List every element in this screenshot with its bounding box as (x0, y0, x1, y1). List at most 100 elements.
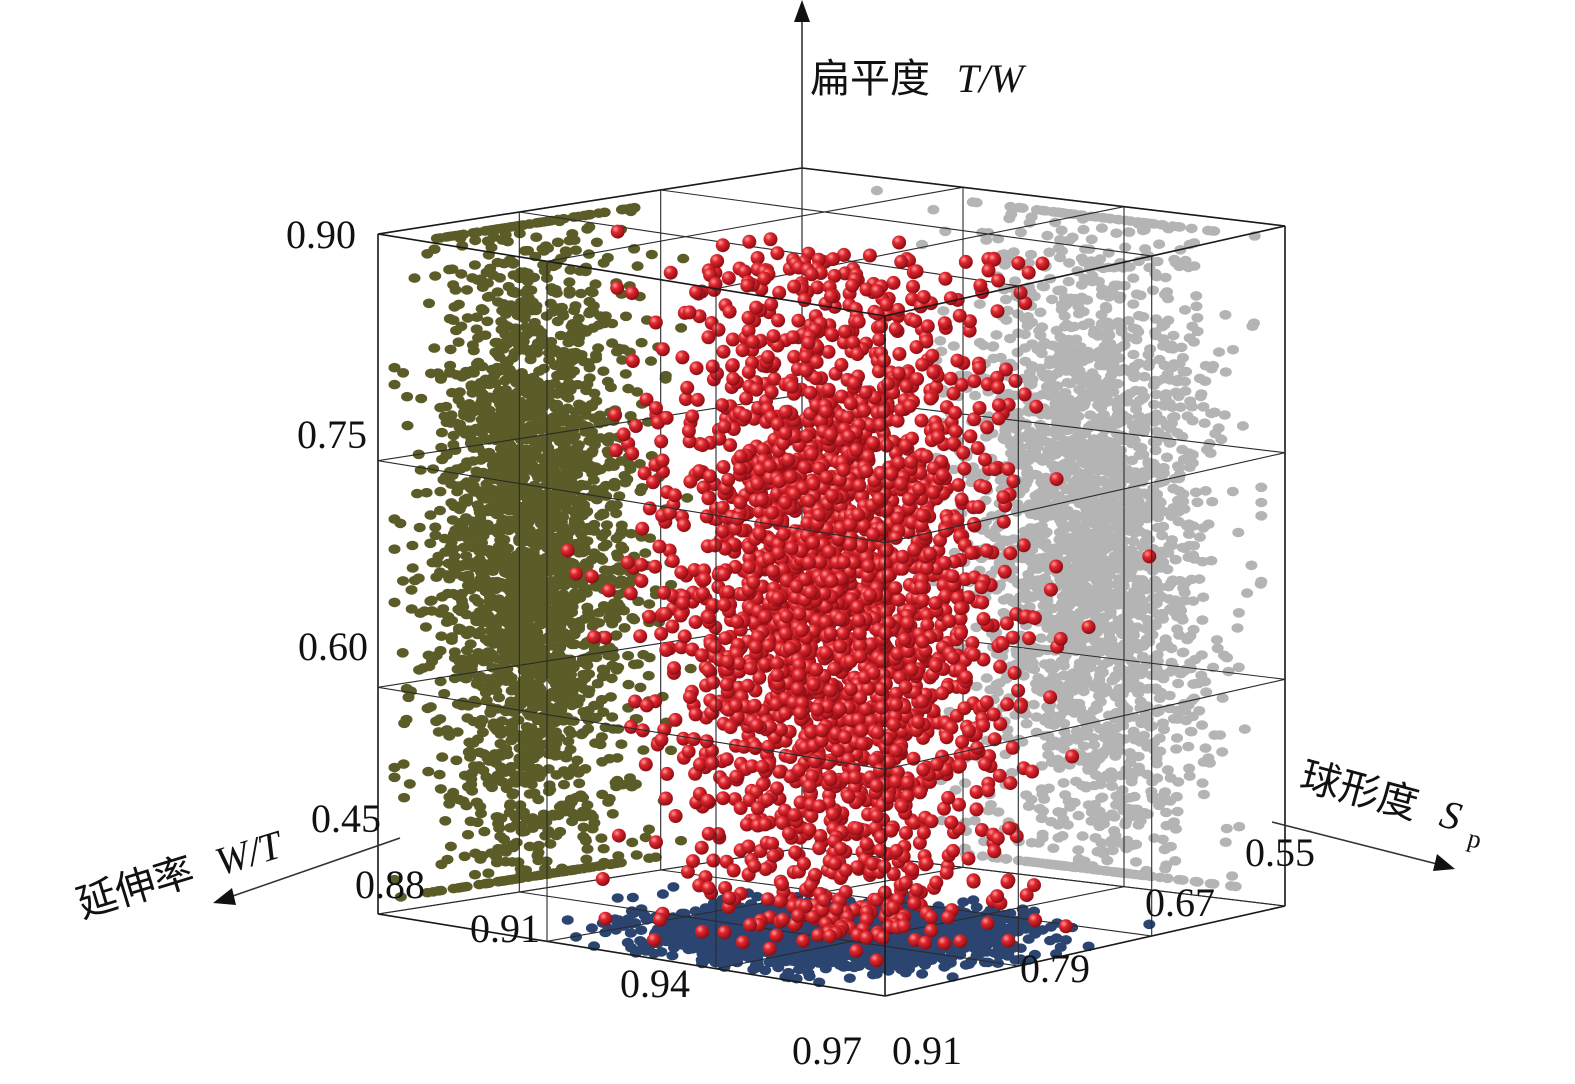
gray-projection-point (1202, 225, 1215, 236)
olive-projection-point (549, 420, 561, 430)
olive-projection-point (476, 727, 489, 738)
gray-projection-point (1021, 469, 1034, 479)
olive-projection-point (597, 366, 610, 377)
gray-projection-point (1116, 515, 1129, 525)
olive-projection-point (512, 515, 525, 526)
gray-projection-point (1255, 482, 1268, 493)
olive-projection-point (543, 605, 556, 615)
olive-projection-point (443, 264, 456, 275)
olive-projection-point (446, 615, 458, 626)
olive-projection-point (454, 882, 467, 893)
gray-projection-point (1111, 490, 1124, 501)
olive-projection-point (573, 519, 585, 529)
olive-projection-point (456, 697, 469, 708)
gray-projection-point (1052, 741, 1065, 751)
olive-projection-point (636, 483, 649, 493)
gray-projection-point (1138, 371, 1151, 382)
olive-projection-point (388, 762, 401, 773)
olive-projection-point (388, 379, 401, 390)
olive-projection-point (563, 445, 576, 455)
olive-projection-point (456, 599, 469, 610)
olive-projection-point (592, 343, 605, 353)
gray-projection-point (1119, 819, 1132, 830)
olive-projection-point (604, 692, 617, 702)
olive-projection-point (551, 237, 564, 248)
olive-projection-point (502, 281, 515, 292)
olive-projection-point (450, 418, 462, 429)
gray-projection-point (1025, 212, 1038, 222)
olive-projection-point (507, 270, 520, 280)
olive-projection-point (474, 671, 487, 682)
olive-projection-point (462, 570, 475, 580)
gray-projection-point (1171, 733, 1183, 743)
gray-projection-point (1147, 285, 1159, 296)
olive-projection-point (550, 830, 563, 841)
gray-projection-point (1189, 678, 1202, 689)
olive-projection-point (534, 527, 547, 538)
olive-projection-point (435, 427, 448, 438)
olive-projection-point (643, 599, 656, 609)
gray-projection-point (1168, 411, 1181, 422)
olive-projection-point (461, 477, 473, 487)
gray-projection-point (1137, 449, 1150, 460)
olive-projection-point (596, 757, 609, 767)
olive-projection-point (603, 793, 616, 804)
olive-projection-point (444, 841, 457, 852)
olive-projection-point (471, 227, 484, 237)
olive-projection-point (600, 539, 613, 550)
olive-projection-point (442, 558, 455, 569)
olive-projection-point (474, 719, 487, 730)
olive-projection-point (515, 384, 528, 394)
olive-projection-point (586, 464, 599, 475)
gray-projection-point (1025, 837, 1038, 848)
gray-projection-point (1088, 780, 1101, 791)
gray-projection-point (1107, 387, 1120, 397)
gray-projection-point (1182, 741, 1195, 752)
olive-projection-point (573, 778, 586, 789)
olive-projection-point (489, 435, 502, 446)
olive-projection-point (608, 610, 621, 621)
olive-projection-point (579, 764, 592, 774)
olive-projection-point (515, 637, 528, 648)
olive-projection-point (599, 528, 612, 538)
gray-projection-point (1246, 321, 1259, 332)
olive-projection-point (518, 608, 531, 619)
olive-projection-point (542, 764, 555, 774)
olive-projection-point (675, 323, 688, 333)
olive-projection-point (555, 302, 568, 313)
gray-projection-point (1172, 391, 1185, 402)
gray-projection-point (1005, 767, 1018, 778)
olive-projection-point (645, 356, 657, 366)
olive-projection-point (424, 510, 437, 520)
olive-projection-point (619, 477, 632, 488)
olive-projection-point (440, 401, 453, 412)
gray-projection-point (1033, 326, 1046, 336)
olive-projection-point (515, 826, 528, 837)
gray-projection-point (1236, 421, 1249, 431)
gray-projection-point (1022, 801, 1035, 811)
olive-projection-point (528, 744, 541, 755)
olive-projection-point (434, 505, 446, 516)
gray-projection-point (994, 475, 1007, 486)
olive-projection-point (443, 731, 456, 741)
gray-projection-point (1093, 507, 1106, 517)
olive-projection-point (443, 792, 456, 802)
olive-projection-point (498, 258, 511, 269)
olive-projection-point (425, 368, 437, 379)
gray-projection-point (1035, 784, 1048, 794)
olive-projection-point (628, 659, 640, 670)
olive-projection-point (572, 313, 585, 324)
gray-projection-point (1233, 821, 1246, 832)
olive-projection-point (483, 405, 496, 416)
olive-projection-point (498, 387, 511, 398)
olive-projection-point (550, 689, 563, 700)
olive-projection-point (464, 816, 477, 827)
olive-projection-point (597, 843, 610, 854)
gray-projection-point (1004, 333, 1017, 344)
gray-projection-point (1190, 291, 1203, 301)
olive-projection-point (458, 410, 471, 421)
olive-projection-point (514, 808, 527, 818)
olive-projection-point (452, 299, 465, 310)
olive-projection-point (505, 300, 517, 310)
